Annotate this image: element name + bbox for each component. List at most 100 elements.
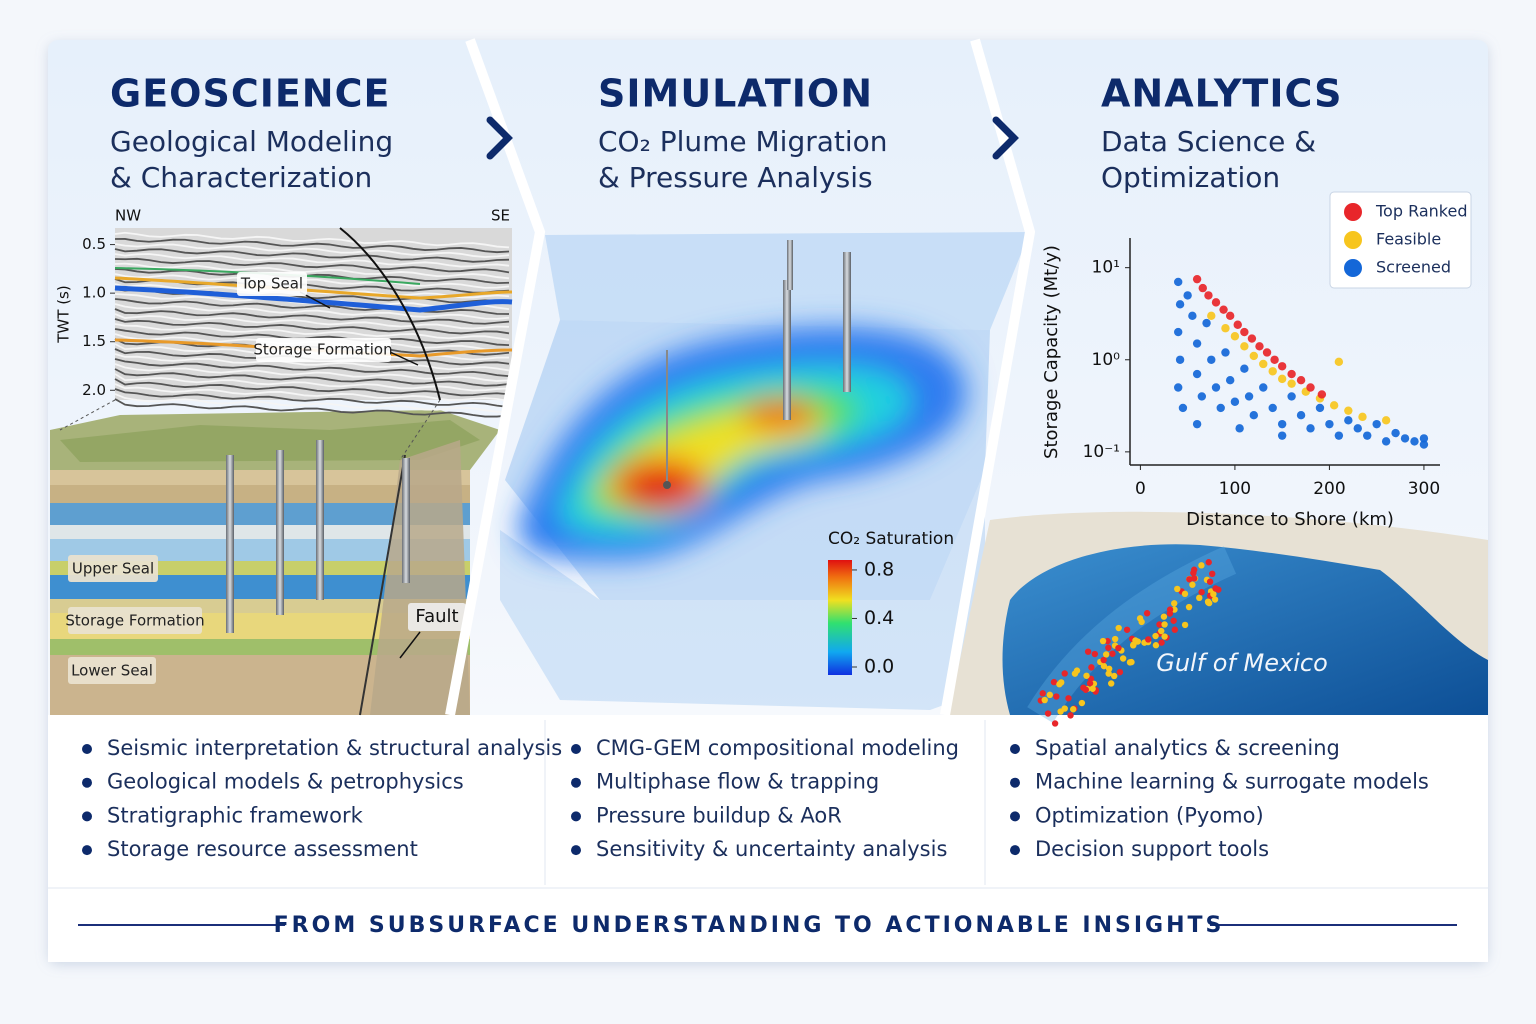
map-dot [1105,665,1113,673]
seismic-reflector [114,253,510,268]
data-point [1249,411,1259,420]
map-dot [1082,686,1090,693]
data-point [1259,383,1268,392]
map-dot [1166,606,1174,613]
map-dot [1105,644,1112,651]
bullet-dot [82,744,92,754]
map-dot [1084,648,1092,655]
x-tick-label: 0 [1135,479,1146,499]
bullet-text: Optimization (Pyomo) [1035,803,1264,827]
map-dot [1067,712,1074,719]
legend-label: Feasible [1376,230,1441,249]
map-dot [1115,624,1122,632]
bullet-text: Multiphase flow & trapping [596,770,879,794]
bullet-dot [1010,744,1020,754]
map-dot [1041,696,1048,704]
panel-subtitle: & Pressure Analysis [598,161,873,194]
layer-label: Lower Seal [71,662,153,680]
bullet-dot [82,777,92,788]
seismic-reflector [114,257,510,274]
geology-illustration [50,227,513,716]
bullet-text: CMG-GEM compositional modeling [596,736,959,760]
map-dot [1209,570,1216,578]
map-dot [1205,559,1212,566]
data-point [1230,397,1240,406]
data-point [1225,375,1235,385]
data-point [1381,416,1391,425]
data-point [1249,351,1259,361]
bullet-dot [82,811,92,822]
y-tick-label: 1.0 [82,284,106,302]
axis-label: TWT (s) [55,285,73,343]
bullet-dot [1010,777,1020,788]
layer-label: Storage Formation [65,612,204,630]
data-point [1277,431,1287,440]
panel-subtitle: CO₂ Plume Migration [598,125,888,158]
data-point [1211,298,1221,307]
colorbar-tick-label: 0.0 [864,655,894,677]
panel-title: GEOSCIENCE [110,72,390,116]
seismic-reflector [114,378,510,397]
data-point [1277,419,1287,429]
map-dot [1206,578,1214,585]
map-illustration [948,511,1488,727]
map-dot [1152,632,1159,640]
data-point [1315,403,1325,413]
chevron [992,116,1019,160]
data-point [1325,419,1334,429]
seismic-reflector [114,231,510,249]
data-point [1197,392,1207,401]
panel-title: ANALYTICS [1101,72,1342,116]
seismic-reflector [114,303,510,320]
map-dot [1190,566,1198,573]
seismic-reflector [114,363,510,382]
map-dot [1181,590,1189,598]
data-point [1270,355,1279,364]
data-point [1287,379,1296,388]
map-dot [1044,710,1052,717]
data-point [1240,327,1249,337]
seismic-reflector [114,383,510,402]
map-dot [1100,662,1108,670]
map-dot [1130,642,1137,649]
seismic-reflector [114,353,510,372]
map-dot [1116,668,1124,676]
data-point [1244,392,1254,401]
data-point [1204,291,1213,300]
simulation-illustration [500,232,1030,710]
data-point [1188,311,1197,321]
seismic-reflector [114,262,510,280]
map-dot [1105,670,1112,677]
x-axis-label: Distance to Shore (km) [1186,509,1394,530]
seismic-reflector [114,388,510,408]
data-point [1400,434,1410,443]
map-dot [1065,695,1072,702]
x-tick-label: 100 [1219,479,1251,499]
map-dot [1115,644,1122,652]
x-tick-label: 300 [1408,479,1440,499]
bullet-dot [571,845,581,856]
bullet-dot [571,777,581,788]
panel-subtitle: & Characterization [110,161,372,194]
map-dot [1128,658,1135,666]
colorbar-tick-label: 0.8 [864,558,894,580]
map-dot [1210,590,1217,598]
map-dot [1050,678,1058,686]
legend-swatch [1344,203,1362,221]
map-dot [1145,636,1152,643]
panel-separator [940,38,1036,716]
legend-swatch [1344,259,1362,277]
data-point [1198,283,1207,293]
y-tick-label: 10⁰ [1092,350,1121,370]
y-tick-label: 10¹ [1092,258,1120,278]
data-point [1202,318,1211,328]
map-dot [1053,693,1060,700]
map-dot [1186,576,1193,583]
map-dot [1143,610,1151,617]
map-dot [1051,720,1059,727]
data-point [1353,424,1362,433]
bullet-text: Storage resource assessment [107,837,418,861]
data-point [1235,424,1244,433]
data-point [1219,305,1228,314]
